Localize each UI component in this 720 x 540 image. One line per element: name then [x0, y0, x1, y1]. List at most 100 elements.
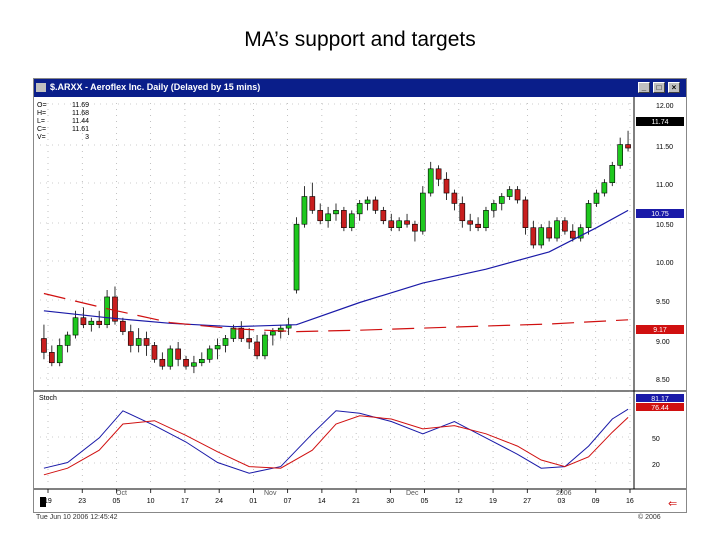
window-titlebar[interactable]: $.ARXX - Aeroflex Inc. Daily (Delayed by…	[34, 79, 686, 97]
candle-body	[498, 196, 505, 204]
chart-window: $.ARXX - Aeroflex Inc. Daily (Delayed by…	[33, 78, 687, 513]
ma-blue-value: 10.75	[651, 211, 669, 218]
candle-body	[183, 358, 189, 367]
candle-body	[538, 227, 545, 246]
status-copyright: © 2006	[638, 514, 661, 521]
stoch-k-value: 81.17	[651, 396, 669, 403]
candle-body	[120, 320, 126, 332]
candle-body	[277, 327, 284, 332]
candle-body	[459, 203, 466, 222]
candle-body	[451, 192, 458, 204]
candle-body	[88, 320, 95, 325]
candle-body	[388, 220, 395, 228]
date-tick: 21	[352, 498, 360, 505]
date-tick: 19	[489, 498, 497, 505]
month-label: Oct	[116, 490, 127, 497]
candle-body	[167, 348, 174, 367]
stoch-d-line	[43, 415, 629, 476]
ohlc-value-high: 11.68	[72, 110, 89, 117]
candle-body	[175, 348, 181, 360]
candle-body	[333, 210, 339, 215]
minimize-icon[interactable]: _	[638, 82, 650, 93]
scroll-left-arrow-icon[interactable]: ⇐	[668, 498, 677, 510]
candle-body	[230, 327, 237, 339]
price-tick: 8.50	[656, 377, 670, 384]
candle-body	[617, 144, 623, 166]
candle-body	[420, 192, 426, 232]
stock-chart[interactable]: O= H= L= C= V= 11.69 11.68 11.44 11.61 3…	[34, 97, 686, 511]
candle-body	[80, 317, 87, 325]
price-tick: 9.50	[656, 299, 670, 306]
ohlc-label-high: H=	[37, 110, 46, 117]
candle-body	[356, 203, 363, 215]
candle-body	[372, 199, 379, 211]
price-tick: 11.50	[656, 144, 673, 151]
candle-body	[546, 227, 552, 239]
candle-body	[135, 338, 142, 346]
candle-body	[341, 210, 347, 228]
candle-body	[64, 334, 71, 346]
candle-body	[301, 196, 308, 225]
candle-body	[104, 296, 110, 325]
stoch-label: Stoch	[39, 395, 57, 402]
candle-body	[214, 345, 221, 350]
candle-body	[467, 220, 474, 225]
month-label: 2006	[556, 490, 572, 497]
ohlc-value-low: 11.44	[72, 118, 89, 125]
candle-body	[191, 362, 197, 367]
candle-body	[293, 223, 300, 291]
ohlc-label-volume: V=	[37, 134, 46, 141]
candle-body	[309, 196, 316, 211]
candle-body	[270, 331, 276, 336]
scroll-start-handle[interactable]	[40, 497, 46, 507]
date-tick: 14	[318, 498, 326, 505]
date-tick: 10	[147, 498, 155, 505]
stoch-d-badge	[636, 403, 684, 411]
candle-body	[601, 182, 608, 194]
month-label: Nov	[264, 490, 277, 497]
ohlc-value-close: 11.61	[72, 126, 89, 133]
date-tick: 03	[558, 498, 566, 505]
date-tick: 24	[215, 498, 223, 505]
price-tick: 10.00	[656, 260, 674, 267]
candle-body	[364, 199, 371, 204]
candle-body	[569, 230, 576, 239]
ma-red-badge	[636, 325, 684, 334]
candle-body	[380, 210, 387, 222]
moving-average-red	[43, 292, 629, 333]
candle-body	[585, 203, 592, 228]
stoch-k-badge	[636, 394, 684, 402]
ohlc-label-close: C=	[37, 126, 46, 133]
date-tick: 01	[249, 498, 257, 505]
slide-title: MA’s support and targets	[244, 28, 476, 51]
price-tick: 12.00	[656, 103, 674, 110]
candle-body	[435, 168, 442, 180]
candle-body	[530, 227, 537, 246]
last-price-value: 11.74	[652, 119, 669, 126]
candle-body	[506, 189, 513, 197]
ohlc-value-open: 11.69	[72, 102, 89, 109]
stoch-k-line	[43, 408, 629, 474]
candle-body	[206, 348, 213, 360]
system-menu-icon[interactable]	[36, 83, 46, 92]
candle-body	[554, 220, 560, 239]
stoch-tick: 50	[652, 436, 660, 443]
price-tick: 11.00	[656, 182, 673, 189]
candle-body	[246, 338, 252, 343]
last-price-badge	[636, 117, 684, 126]
candle-body	[222, 338, 229, 346]
candle-body	[348, 213, 355, 228]
price-tick: 9.00	[656, 339, 670, 346]
ohlc-value-volume: 3	[85, 134, 89, 141]
date-tick: 30	[386, 498, 394, 505]
candle-body	[443, 178, 450, 194]
date-tick: 23	[78, 498, 86, 505]
candle-body	[593, 192, 600, 204]
candle-body	[577, 227, 584, 239]
status-datetime: Tue Jun 10 2006 12:45:42	[36, 514, 118, 521]
maximize-icon[interactable]: □	[653, 82, 665, 93]
window-title: $.ARXX - Aeroflex Inc. Daily (Delayed by…	[50, 82, 261, 92]
close-icon[interactable]: ×	[668, 82, 680, 93]
candle-body	[254, 341, 260, 357]
candle-body	[412, 223, 418, 232]
